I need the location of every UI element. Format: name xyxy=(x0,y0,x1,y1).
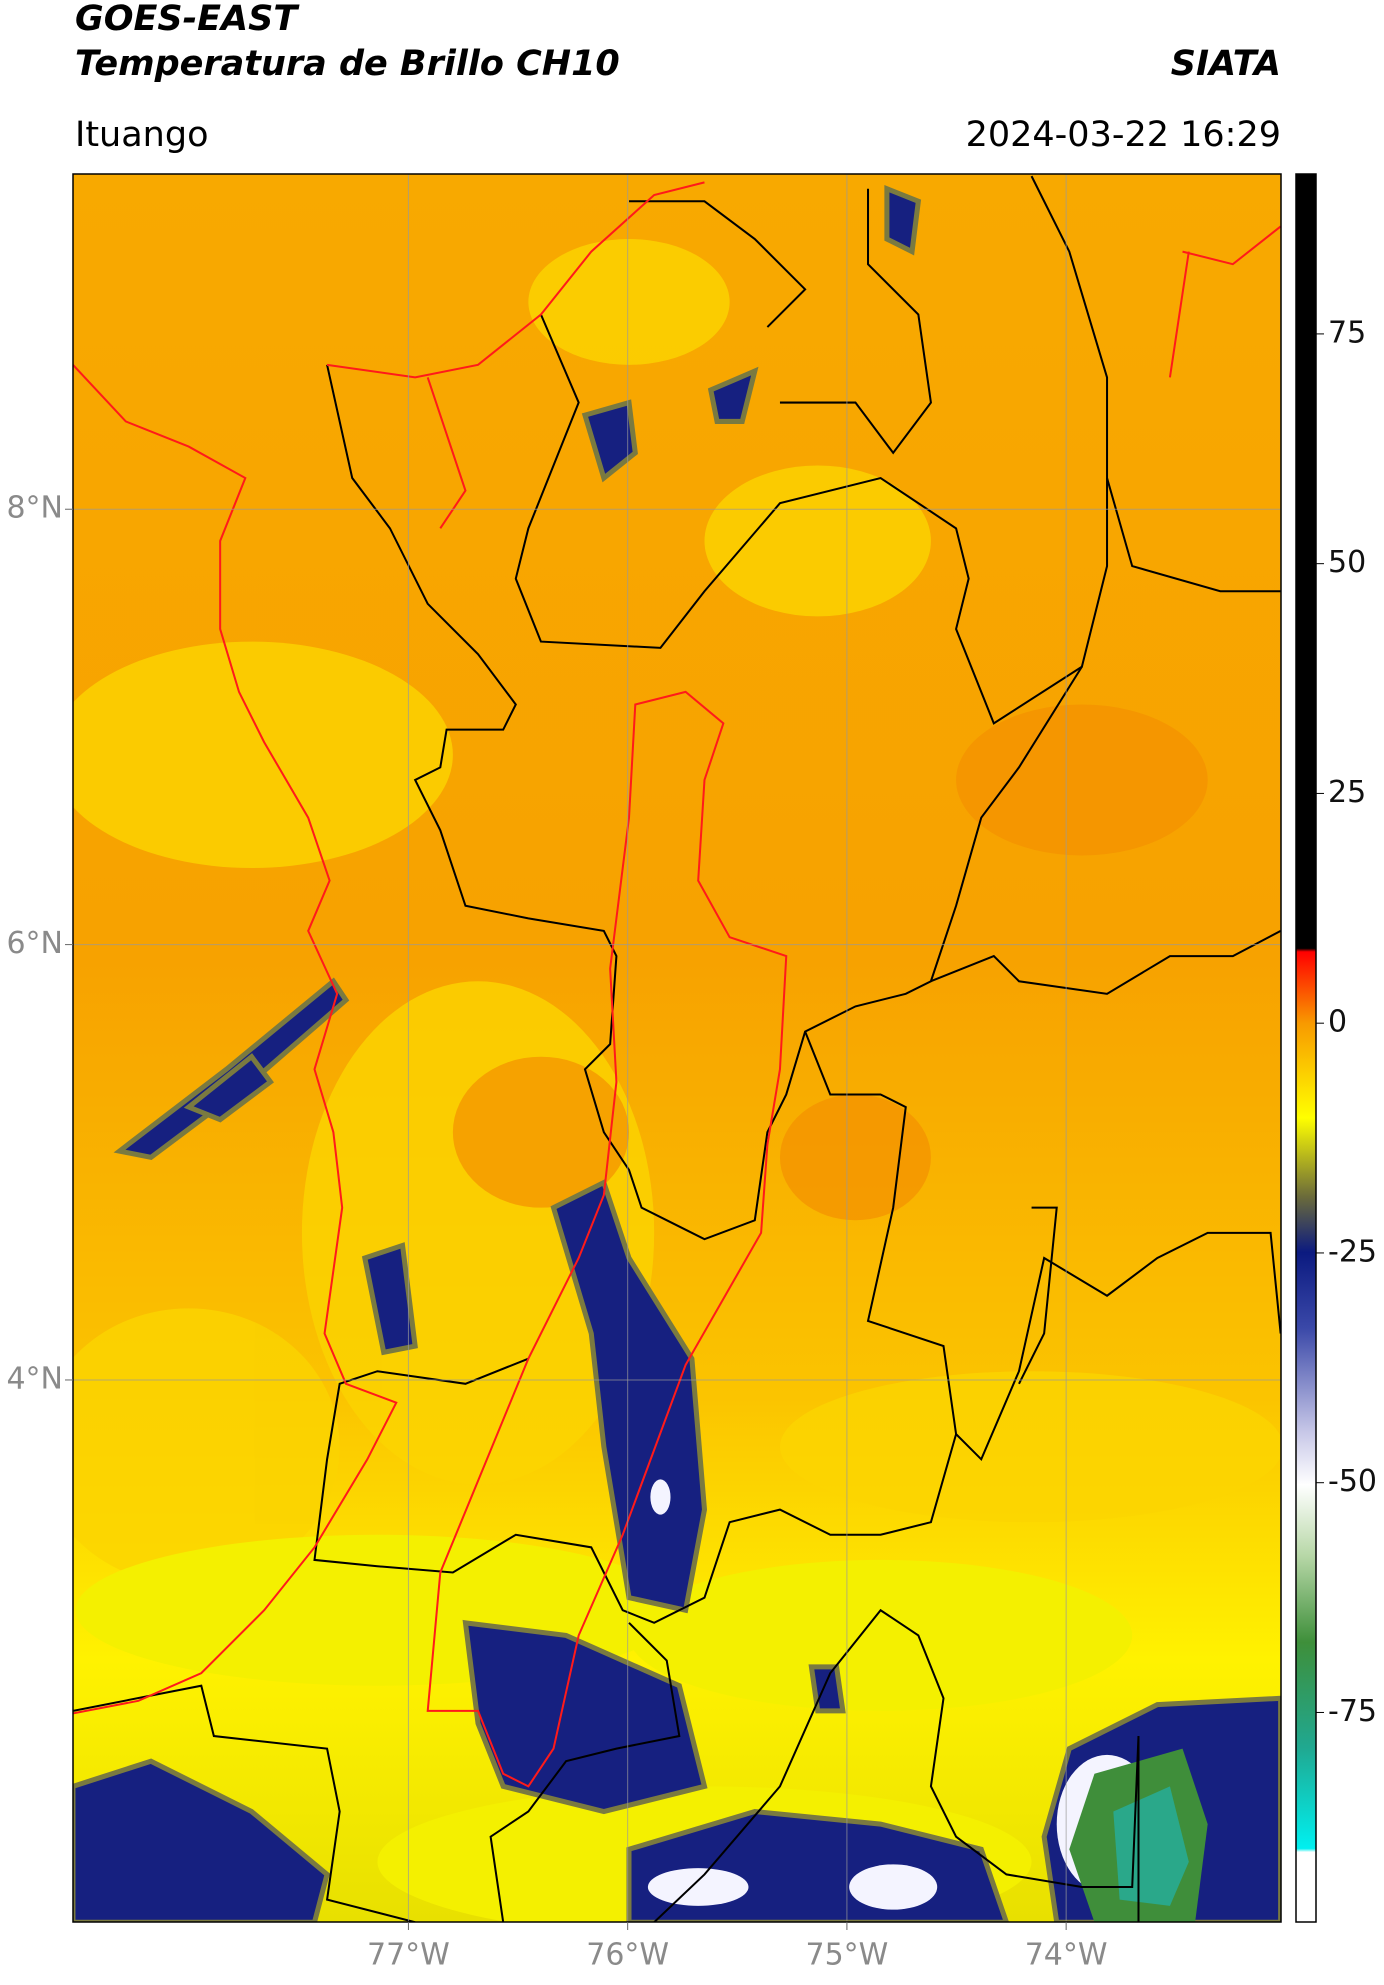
grid xyxy=(73,174,1281,1922)
colorbar xyxy=(1295,173,1317,1923)
product-title: Temperatura de Brillo CH10 xyxy=(75,44,620,84)
x-tick-label: 77°W xyxy=(367,1938,450,1973)
colorbar-tick-label: 50 xyxy=(1328,545,1366,580)
colorbar-tick-label: 75 xyxy=(1328,315,1366,350)
colorbar-tick-label: -50 xyxy=(1328,1464,1377,1499)
map-frame xyxy=(72,173,1282,1923)
y-tick-label: 6°N xyxy=(6,926,63,961)
y-tick-label: 8°N xyxy=(6,491,63,526)
colorbar-tick-label: 25 xyxy=(1328,775,1366,810)
colorbar-tick-label: 0 xyxy=(1328,1005,1347,1040)
colorbar-tick-label: -75 xyxy=(1328,1694,1377,1729)
satellite-title: GOES-EAST xyxy=(75,0,300,39)
location-label: Ituango xyxy=(75,115,209,155)
colorbar-tick-label: -25 xyxy=(1328,1234,1377,1269)
x-tick-label: 76°W xyxy=(586,1938,669,1973)
y-tick-label: 4°N xyxy=(6,1361,63,1396)
datetime-label: 2024-03-22 16:29 xyxy=(966,115,1281,155)
x-tick-label: 75°W xyxy=(805,1938,888,1973)
map-image xyxy=(73,174,1281,1922)
x-tick-label: 74°W xyxy=(1025,1938,1108,1973)
source-label: SIATA xyxy=(1171,44,1281,84)
